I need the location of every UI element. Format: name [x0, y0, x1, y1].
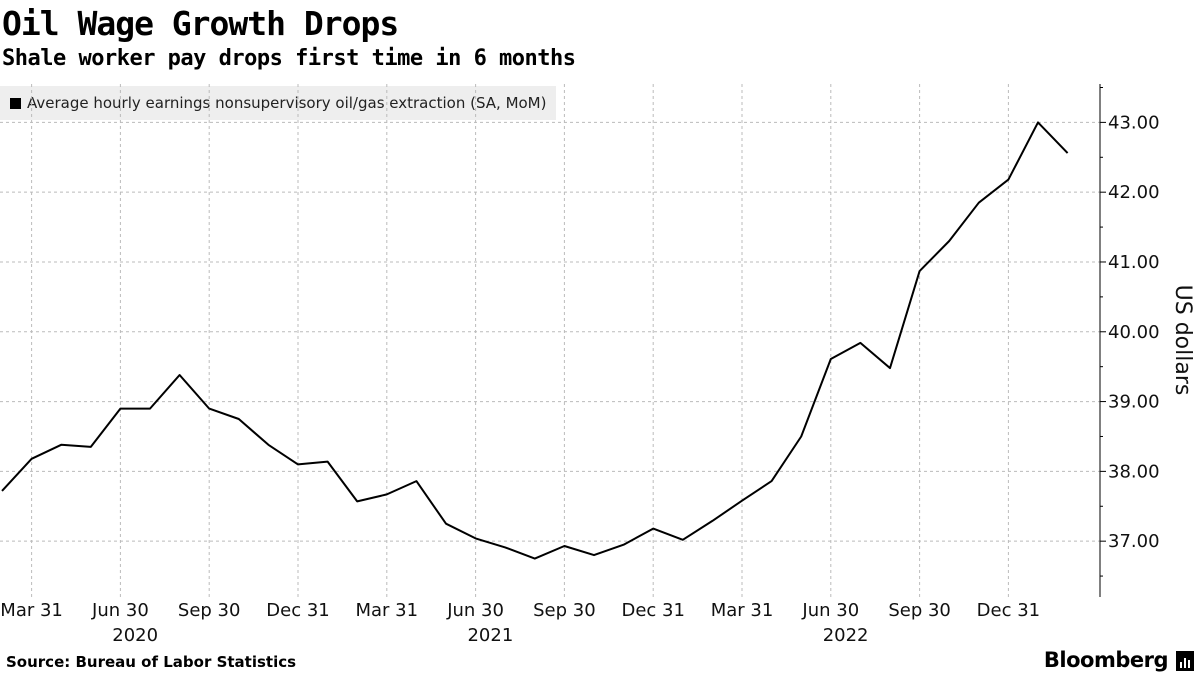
y-tick-label: 38.00: [1108, 461, 1160, 482]
x-tick-label: Jun 30: [446, 600, 504, 621]
x-tick-label: Jun 30: [801, 600, 859, 621]
source-note: Source: Bureau of Labor Statistics: [6, 653, 297, 671]
x-tick-label: Sep 30: [533, 600, 596, 621]
x-tick-label: Mar 31: [0, 600, 63, 621]
x-year-label: 2021: [467, 625, 513, 646]
y-tick-label: 40.00: [1108, 322, 1160, 343]
y-tick-label: 37.00: [1108, 531, 1160, 552]
y-tick-label: 43.00: [1108, 112, 1160, 133]
bloomberg-terminal-icon: [1176, 651, 1194, 671]
y-tick-label: 39.00: [1108, 392, 1160, 413]
series-line: [1, 121, 1069, 560]
chart-subtitle: Shale worker pay drops first time in 6 m…: [2, 46, 576, 71]
brand-wordmark: Bloomberg: [1043, 648, 1169, 672]
x-year-label: 2022: [823, 625, 869, 646]
x-tick-label: Dec 31: [977, 600, 1040, 621]
chart-title: Oil Wage Growth Drops: [2, 4, 399, 43]
y-tick-label: 42.00: [1108, 182, 1160, 203]
legend: Average hourly earnings nonsupervisory o…: [0, 86, 557, 120]
x-tick-label: Sep 30: [888, 600, 951, 621]
x-tick-label: Dec 31: [621, 600, 684, 621]
legend-label: Average hourly earnings nonsupervisory o…: [27, 94, 547, 112]
x-tick-label: Mar 31: [711, 600, 774, 621]
x-tick-label: Mar 31: [356, 600, 419, 621]
x-year-label: 2020: [112, 625, 158, 646]
x-tick-label: Dec 31: [266, 600, 329, 621]
x-tick-label: Sep 30: [178, 600, 241, 621]
legend-swatch-icon: [10, 97, 21, 109]
y-axis-title: US dollars: [1170, 285, 1195, 396]
x-tick-label: Jun 30: [91, 600, 149, 621]
y-tick-label: 41.00: [1108, 252, 1160, 273]
